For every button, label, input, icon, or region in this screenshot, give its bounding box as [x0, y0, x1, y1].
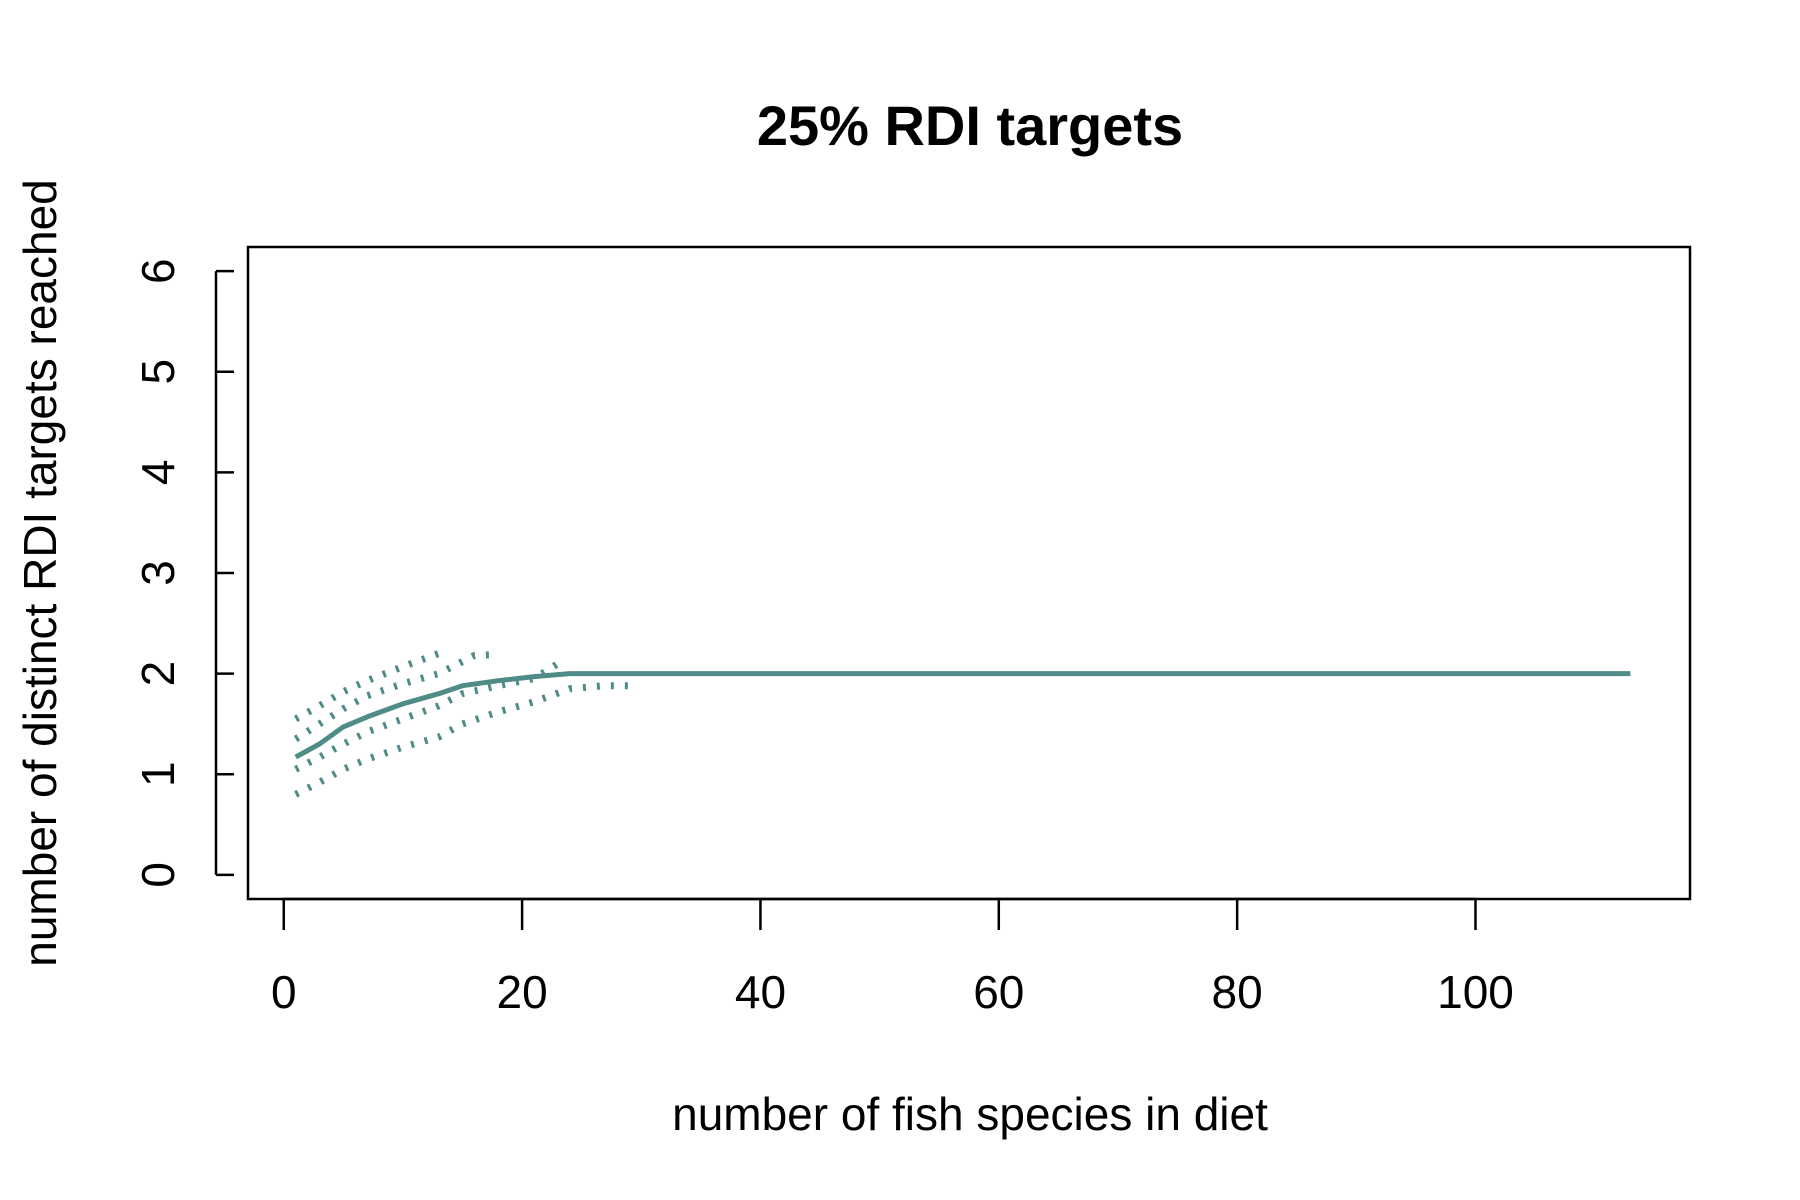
x-tick-label: 40	[735, 966, 786, 1018]
y-tick-label: 5	[132, 359, 184, 385]
x-tick-label: 100	[1437, 966, 1514, 1018]
x-tick-label: 80	[1212, 966, 1263, 1018]
y-tick-label: 0	[132, 862, 184, 888]
chart-title: 25% RDI targets	[757, 94, 1183, 157]
x-tick-label: 60	[973, 966, 1024, 1018]
x-axis: 0 20 40 60 80 100	[271, 897, 1514, 1018]
y-tick-label: 4	[132, 460, 184, 486]
dotted-line-3	[294, 660, 560, 773]
x-tick-label: 0	[271, 966, 297, 1018]
series-layer	[293, 650, 1631, 798]
y-axis: 0 1 2 3 4 5 6	[132, 258, 234, 888]
y-axis-label: number of distinct RDI targets reached	[14, 179, 66, 966]
y-tick-label: 1	[132, 761, 184, 787]
x-axis-label: number of fish species in diet	[672, 1088, 1268, 1140]
y-tick-label: 2	[132, 661, 184, 687]
plot-frame	[246, 245, 1692, 901]
y-tick-label: 3	[132, 560, 184, 586]
x-tick-label: 20	[497, 966, 548, 1018]
y-tick-label: 6	[132, 258, 184, 284]
dotted-line-4	[294, 682, 630, 798]
dotted-line-1	[294, 650, 440, 722]
mean-line	[294, 671, 1631, 760]
